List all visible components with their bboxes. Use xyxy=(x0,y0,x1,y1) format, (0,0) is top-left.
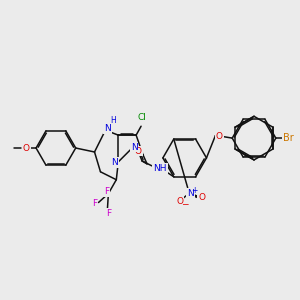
Text: H: H xyxy=(110,116,116,125)
Text: N: N xyxy=(111,158,118,167)
Text: +: + xyxy=(191,186,198,195)
Text: Br: Br xyxy=(283,133,294,143)
Text: F: F xyxy=(92,199,97,208)
Text: O: O xyxy=(176,197,183,206)
Text: N: N xyxy=(104,124,111,133)
Text: O: O xyxy=(216,132,223,141)
Text: −: − xyxy=(181,199,188,208)
Text: Cl: Cl xyxy=(138,113,146,122)
Text: NH: NH xyxy=(153,164,167,173)
Text: N: N xyxy=(131,142,137,152)
Text: F: F xyxy=(106,209,111,218)
Text: F: F xyxy=(104,187,109,196)
Text: O: O xyxy=(135,146,142,155)
Text: N: N xyxy=(187,189,194,198)
Text: O: O xyxy=(23,143,30,152)
Text: O: O xyxy=(198,193,205,202)
